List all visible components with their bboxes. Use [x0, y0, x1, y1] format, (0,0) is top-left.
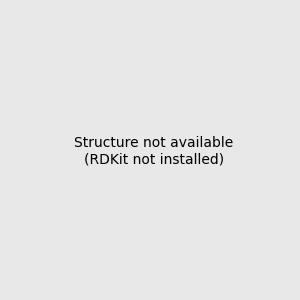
Text: Structure not available
(RDKit not installed): Structure not available (RDKit not insta… — [74, 136, 233, 166]
